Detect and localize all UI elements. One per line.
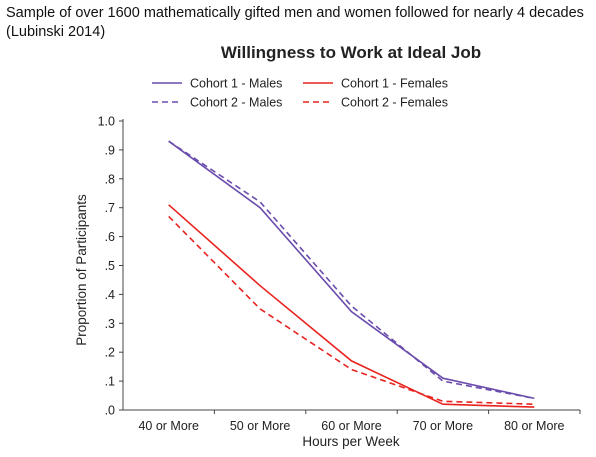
x-axis-label: Hours per Week	[302, 434, 400, 449]
caption-line-1: Sample of over 1600 mathematically gifte…	[6, 5, 584, 21]
series-lines	[168, 140, 535, 408]
legend-label: Cohort 1 - Males	[190, 77, 282, 91]
axes: .0 .1 .2 .3 .4 .5 .6 .7 .8 .9 1.0 40 or More 50 or M…	[98, 115, 581, 433]
y-tick-label: .4	[105, 288, 115, 302]
caption-line-2: (Lubinski 2014)	[6, 24, 106, 40]
legend-label: Cohort 2 - Females	[341, 96, 448, 110]
series-line	[168, 204, 535, 408]
legend: Cohort 1 - Males Cohort 2 - Males Cohort 1…	[152, 77, 448, 110]
y-tick-label: .1	[105, 375, 115, 389]
x-tick-label: 60 or More	[321, 419, 381, 433]
y-tick-label: .7	[105, 201, 115, 215]
figure-caption: Sample of over 1600 mathematically gifte…	[6, 4, 594, 42]
y-tick-label: .6	[105, 230, 115, 244]
legend-label: Cohort 1 - Females	[341, 77, 448, 91]
x-tick-label: 70 or More	[413, 419, 473, 433]
y-tick-label: .2	[105, 346, 115, 360]
y-tick-label: .8	[105, 172, 115, 186]
y-tick-label: .3	[105, 317, 115, 331]
series-line	[168, 140, 535, 400]
x-tick-label: 40 or More	[138, 419, 198, 433]
series-line	[168, 215, 535, 405]
x-tick-label: 50 or More	[230, 419, 290, 433]
x-tick-label: 80 or More	[504, 419, 564, 433]
y-tick-label: 1.0	[98, 115, 115, 129]
y-tick-label: .5	[105, 259, 115, 273]
series-line	[168, 140, 535, 400]
y-axis-label: Proportion of Participants	[74, 194, 89, 346]
y-tick-label: .9	[105, 143, 115, 157]
chart-title: Willingness to Work at Ideal Job	[221, 43, 481, 62]
legend-label: Cohort 2 - Males	[190, 96, 282, 110]
y-tick-label: .0	[105, 404, 115, 418]
